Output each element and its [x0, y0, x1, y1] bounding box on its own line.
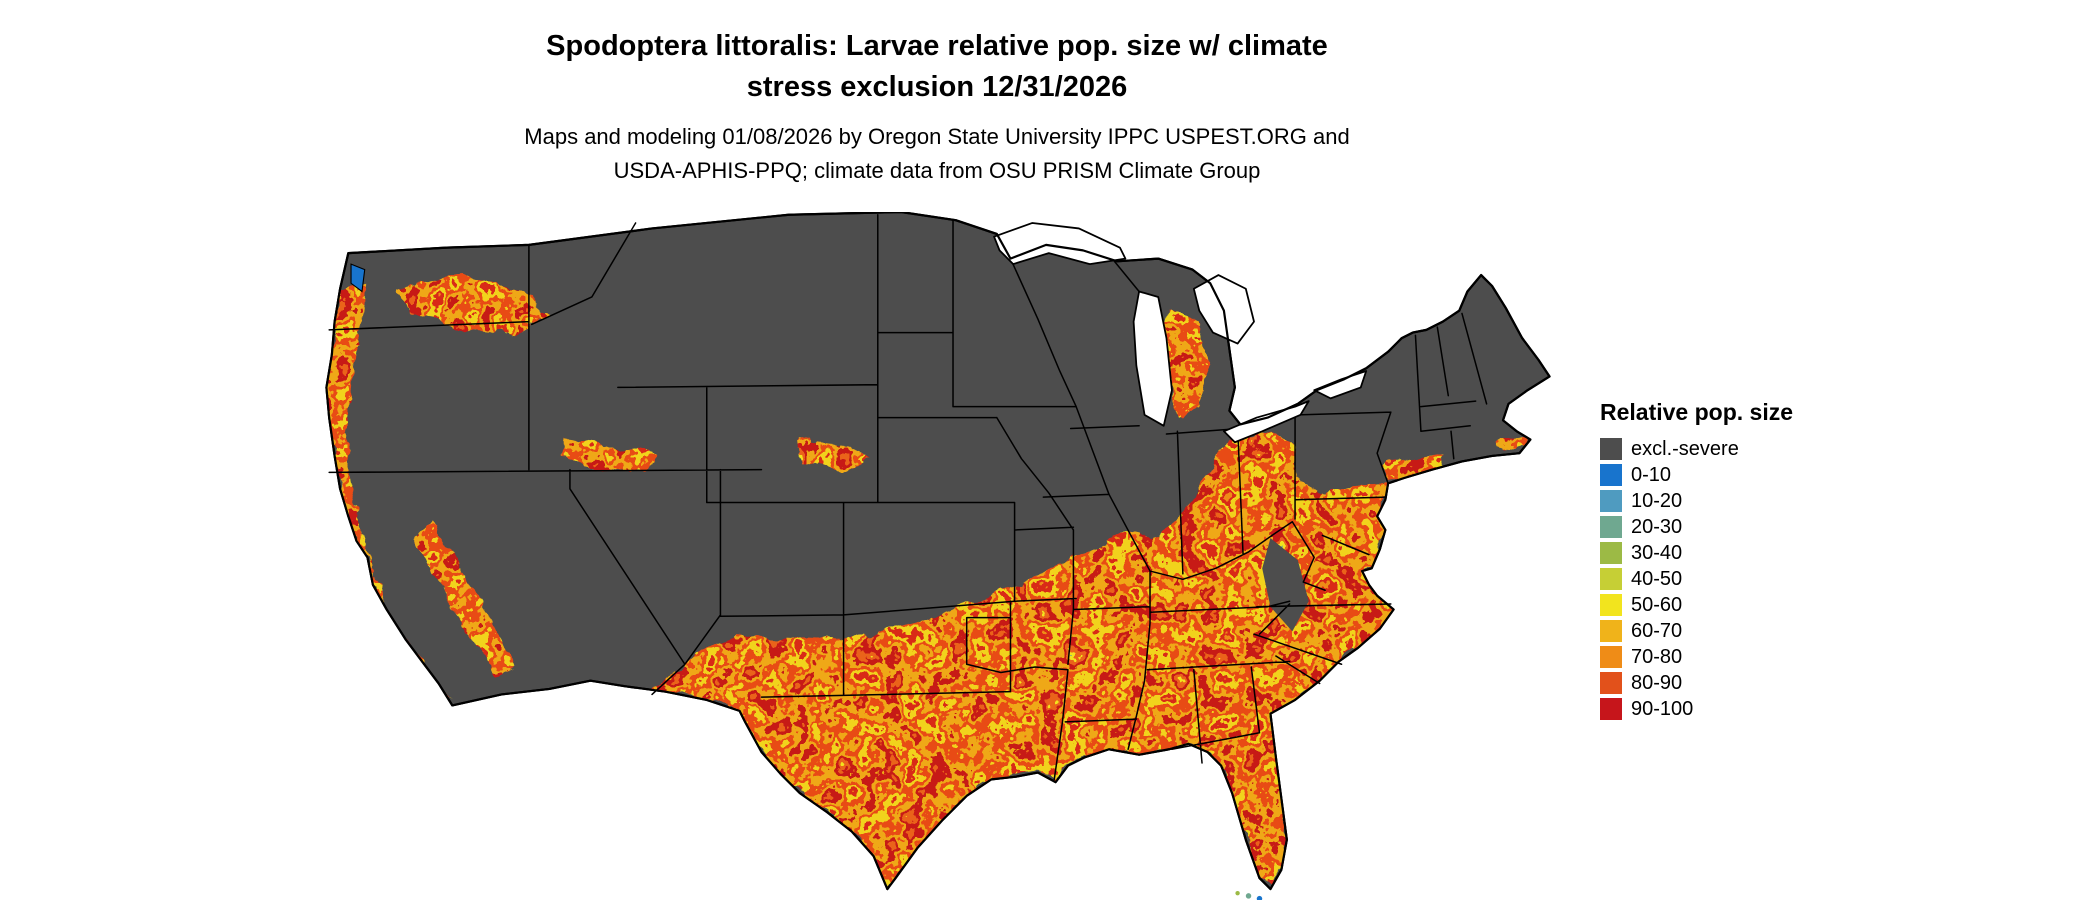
title-line-1: Spodoptera littoralis: Larvae relative p… [546, 30, 1328, 62]
legend-row: excl.-severe [1600, 438, 1793, 460]
map-legend: Relative pop. size excl.-severe 0-10 10-… [1600, 399, 1793, 724]
title-line-2: stress exclusion 12/31/2026 [746, 71, 1128, 103]
legend-label: 50-60 [1631, 594, 1683, 616]
map-attribution: Maps and modeling 01/08/2026 by Oregon S… [337, 120, 1537, 188]
florida-keys-specks [1235, 890, 1263, 902]
us-map [310, 210, 1555, 902]
appalachian-exclusion-patch [1262, 538, 1309, 632]
legend-label: 30-40 [1631, 542, 1683, 564]
legend-color-swatch [1600, 698, 1622, 720]
legend-color-swatch [1600, 490, 1622, 512]
legend-row: 80-90 [1600, 672, 1793, 694]
population-raster-region [326, 273, 1527, 890]
legend-row: 20-30 [1600, 516, 1793, 538]
great-lakes [993, 222, 1368, 444]
legend-row: 70-80 [1600, 646, 1793, 668]
legend-row: 30-40 [1600, 542, 1793, 564]
legend-row: 40-50 [1600, 568, 1793, 590]
legend-label: 0-10 [1631, 464, 1672, 486]
legend-color-swatch [1600, 568, 1622, 590]
legend-label: 80-90 [1631, 672, 1683, 694]
puget-sound-patch [350, 263, 366, 293]
us-map-svg [325, 210, 1551, 902]
legend-row: 10-20 [1600, 490, 1793, 512]
page-title: Spodoptera littoralis: Larvae relative p… [337, 26, 1537, 108]
legend-label: excl.-severe [1631, 438, 1739, 460]
legend-label: 70-80 [1631, 646, 1683, 668]
lake-erie [1223, 400, 1310, 444]
legend-label: 10-20 [1631, 490, 1683, 512]
legend-label: 40-50 [1631, 568, 1683, 590]
state-borders [328, 213, 1488, 781]
legend-label: 60-70 [1631, 620, 1683, 642]
legend-color-swatch [1600, 516, 1622, 538]
subtitle-line-2: USDA-APHIS-PPQ; climate data from OSU PR… [613, 158, 1261, 183]
legend-color-swatch [1600, 620, 1622, 642]
legend-row: 0-10 [1600, 464, 1793, 486]
subtitle-line-1: Maps and modeling 01/08/2026 by Oregon S… [524, 124, 1350, 149]
us-outline-stroke [325, 210, 1551, 891]
legend-color-swatch [1600, 594, 1622, 616]
legend-color-swatch [1600, 646, 1622, 668]
legend-color-swatch [1600, 464, 1622, 486]
legend-items: excl.-severe 0-10 10-20 20-30 30-40 [1600, 438, 1793, 720]
legend-color-swatch [1600, 542, 1622, 564]
legend-label: 20-30 [1631, 516, 1683, 538]
legend-color-swatch [1600, 672, 1622, 694]
legend-label: 90-100 [1631, 698, 1694, 720]
legend-row: 60-70 [1600, 620, 1793, 642]
legend-row: 50-60 [1600, 594, 1793, 616]
legend-color-swatch [1600, 438, 1622, 460]
legend-row: 90-100 [1600, 698, 1793, 720]
legend-title: Relative pop. size [1600, 399, 1794, 425]
lake-michigan [1132, 290, 1173, 427]
